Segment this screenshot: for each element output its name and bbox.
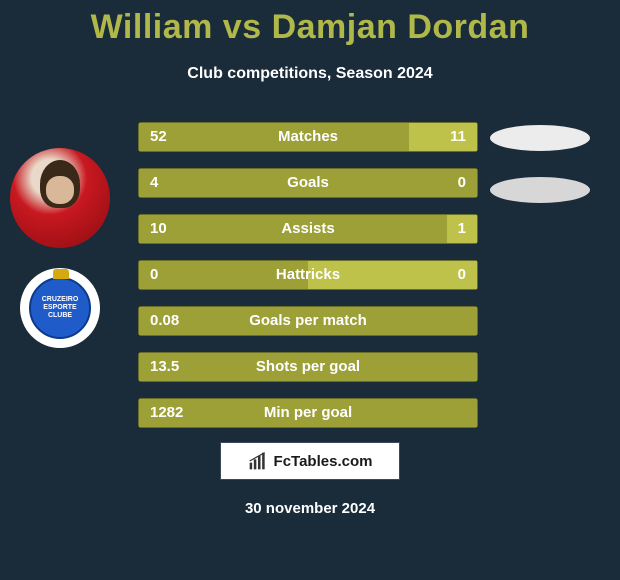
page-title: William vs Damjan Dordan (0, 0, 620, 47)
stat-bar-row: 5211Matches (138, 122, 478, 152)
page-subtitle: Club competitions, Season 2024 (0, 65, 620, 83)
stat-label: Matches (138, 122, 478, 152)
stat-label: Shots per goal (138, 352, 478, 382)
fctables-logo-text: FcTables.com (274, 453, 373, 470)
chart-icon (248, 451, 268, 471)
stat-label: Assists (138, 214, 478, 244)
stat-bar-row: 0.08Goals per match (138, 306, 478, 336)
footer-date: 30 november 2024 (0, 500, 620, 517)
player2-ellipse-1 (490, 125, 590, 151)
club-badge-text: CRUZEIRO ESPORTE CLUBE (31, 296, 89, 319)
fctables-logo: FcTables.com (220, 442, 400, 480)
player-avatar (10, 148, 110, 248)
player2-ellipse-2 (490, 177, 590, 203)
club-badge: CRUZEIRO ESPORTE CLUBE (20, 268, 100, 348)
stat-bar-row: 40Goals (138, 168, 478, 198)
club-badge-inner: CRUZEIRO ESPORTE CLUBE (29, 277, 91, 339)
right-column (490, 125, 600, 229)
stat-bar-row: 101Assists (138, 214, 478, 244)
stat-label: Min per goal (138, 398, 478, 428)
stat-bar-row: 00Hattricks (138, 260, 478, 290)
left-column: CRUZEIRO ESPORTE CLUBE (10, 148, 110, 348)
stat-label: Hattricks (138, 260, 478, 290)
stat-bar-row: 1282Min per goal (138, 398, 478, 428)
stat-label: Goals (138, 168, 478, 198)
stat-label: Goals per match (138, 306, 478, 336)
stat-bar-row: 13.5Shots per goal (138, 352, 478, 382)
stats-bars: 5211Matches 40Goals 101Assists 00Hattricks 0… (138, 122, 478, 444)
